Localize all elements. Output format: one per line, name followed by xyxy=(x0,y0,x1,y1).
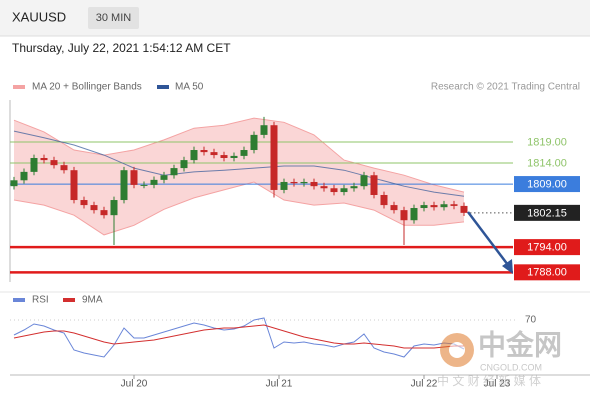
candle-body xyxy=(180,160,188,169)
bollinger-band xyxy=(14,118,464,235)
candle-body xyxy=(200,150,208,153)
candle-body xyxy=(170,168,178,176)
candle-body xyxy=(80,200,88,206)
credit: Research © 2021 Trading Central xyxy=(431,82,580,93)
candle-body xyxy=(210,152,218,156)
legend-label: MA 20 + Bollinger Bands xyxy=(32,82,142,93)
candle-body xyxy=(190,150,198,161)
level-label-box xyxy=(514,239,580,256)
level-label: 1794.00 xyxy=(527,242,567,254)
projection-arrow xyxy=(467,211,509,266)
candle-body xyxy=(160,175,168,180)
bollinger-upper xyxy=(13,117,465,193)
level-label-box xyxy=(514,176,580,193)
x-tick-label: Jul 20 xyxy=(121,379,148,390)
candle-body xyxy=(270,125,278,190)
candle-body xyxy=(390,205,398,211)
level-label-box xyxy=(514,204,580,221)
candle-body xyxy=(70,170,78,201)
y-tick-label: 70 xyxy=(525,315,537,326)
level-label-box xyxy=(514,264,580,281)
candle-body xyxy=(320,186,328,189)
x-tick-label: Jul 21 xyxy=(266,379,293,390)
candle-body xyxy=(240,150,248,156)
watermark-domain: CNGOLD.COM xyxy=(480,362,542,372)
legend-label: 9MA xyxy=(82,295,103,306)
candle-body xyxy=(360,175,368,187)
candle-body xyxy=(220,155,228,159)
candle-body xyxy=(250,134,258,151)
candle-body xyxy=(280,181,288,190)
candle-body xyxy=(30,158,38,172)
candle-body xyxy=(60,165,68,171)
candle-body xyxy=(260,125,268,135)
candle-body xyxy=(410,208,418,221)
candle-body xyxy=(140,184,148,186)
legend-label: RSI xyxy=(32,295,49,306)
candle-body xyxy=(430,205,438,208)
legend-swatch xyxy=(63,298,75,302)
candle-body xyxy=(290,181,298,184)
symbol: XAUUSD xyxy=(12,9,66,24)
candle-body xyxy=(340,188,348,193)
watermark-logo: 中金网 xyxy=(478,328,562,360)
candle-body xyxy=(450,204,458,206)
candle-body xyxy=(150,179,158,185)
candle-body xyxy=(400,210,408,221)
watermark-logo-inner xyxy=(449,342,465,358)
candle-body xyxy=(460,205,468,213)
candle-body xyxy=(440,204,448,208)
level-label: 1819.00 xyxy=(527,136,567,148)
candle-body xyxy=(370,175,378,195)
timeframe-tab[interactable] xyxy=(88,7,139,29)
ma50-line xyxy=(13,130,465,197)
watermark: 中金网 CNGOLD.COM 中 文 财 经 新 媒 体 xyxy=(437,328,562,388)
timeframe[interactable]: 30 MIN xyxy=(96,12,132,24)
series-line xyxy=(13,324,464,349)
level-label: 1814.00 xyxy=(527,157,567,169)
legend-label: MA 50 xyxy=(175,82,204,93)
candle-body xyxy=(100,210,108,216)
candle-body xyxy=(120,170,128,201)
legend-swatch xyxy=(13,85,25,89)
candle-body xyxy=(10,180,18,187)
candle-body xyxy=(230,155,238,159)
datetime: Thursday, July 22, 2021 1:54:12 AM CET xyxy=(12,41,231,55)
series-line xyxy=(13,317,465,358)
x-tick-label: Jul 23 xyxy=(484,379,511,390)
candle-body xyxy=(90,205,98,211)
candle-body xyxy=(130,170,138,185)
candle-body xyxy=(110,200,118,216)
candle-body xyxy=(420,205,428,209)
candle-body xyxy=(50,160,58,166)
watermark-tagline: 中 文 财 经 新 媒 体 xyxy=(437,373,541,388)
candle-body xyxy=(330,188,338,193)
projection-arrowhead xyxy=(502,259,513,274)
bollinger-lower xyxy=(13,181,465,236)
level-label: 1802.15 xyxy=(527,207,567,219)
candle-body xyxy=(310,181,318,187)
candle-body xyxy=(380,194,388,206)
level-label: 1809.00 xyxy=(527,178,567,190)
candle-body xyxy=(20,171,28,181)
legend-swatch xyxy=(157,85,169,89)
x-tick-label: Jul 22 xyxy=(411,379,438,390)
level-label: 1788.00 xyxy=(527,267,567,279)
legend-swatch xyxy=(13,298,25,302)
candle-body xyxy=(350,186,358,189)
candle-body xyxy=(40,158,48,161)
candle-body xyxy=(300,181,308,184)
